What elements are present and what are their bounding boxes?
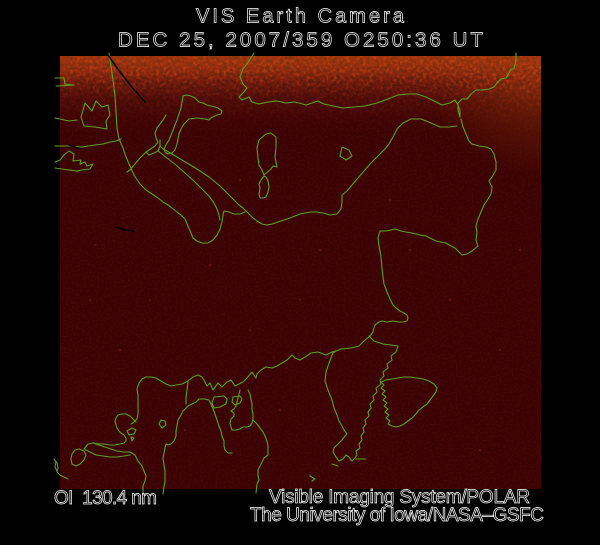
svg-text:Visible Imaging System/POLAR: Visible Imaging System/POLAR	[269, 487, 530, 508]
svg-text:The University of Iowa/NASA–GS: The University of Iowa/NASA–GSFC	[250, 505, 544, 526]
svg-text:OI 130.4 nm: OI 130.4 nm	[54, 488, 157, 509]
svg-text:VIS Earth Camera: VIS Earth Camera	[196, 6, 405, 28]
svg-text:DEC 25, 2007/359 O250:36 UT: DEC 25, 2007/359 O250:36 UT	[118, 29, 483, 52]
